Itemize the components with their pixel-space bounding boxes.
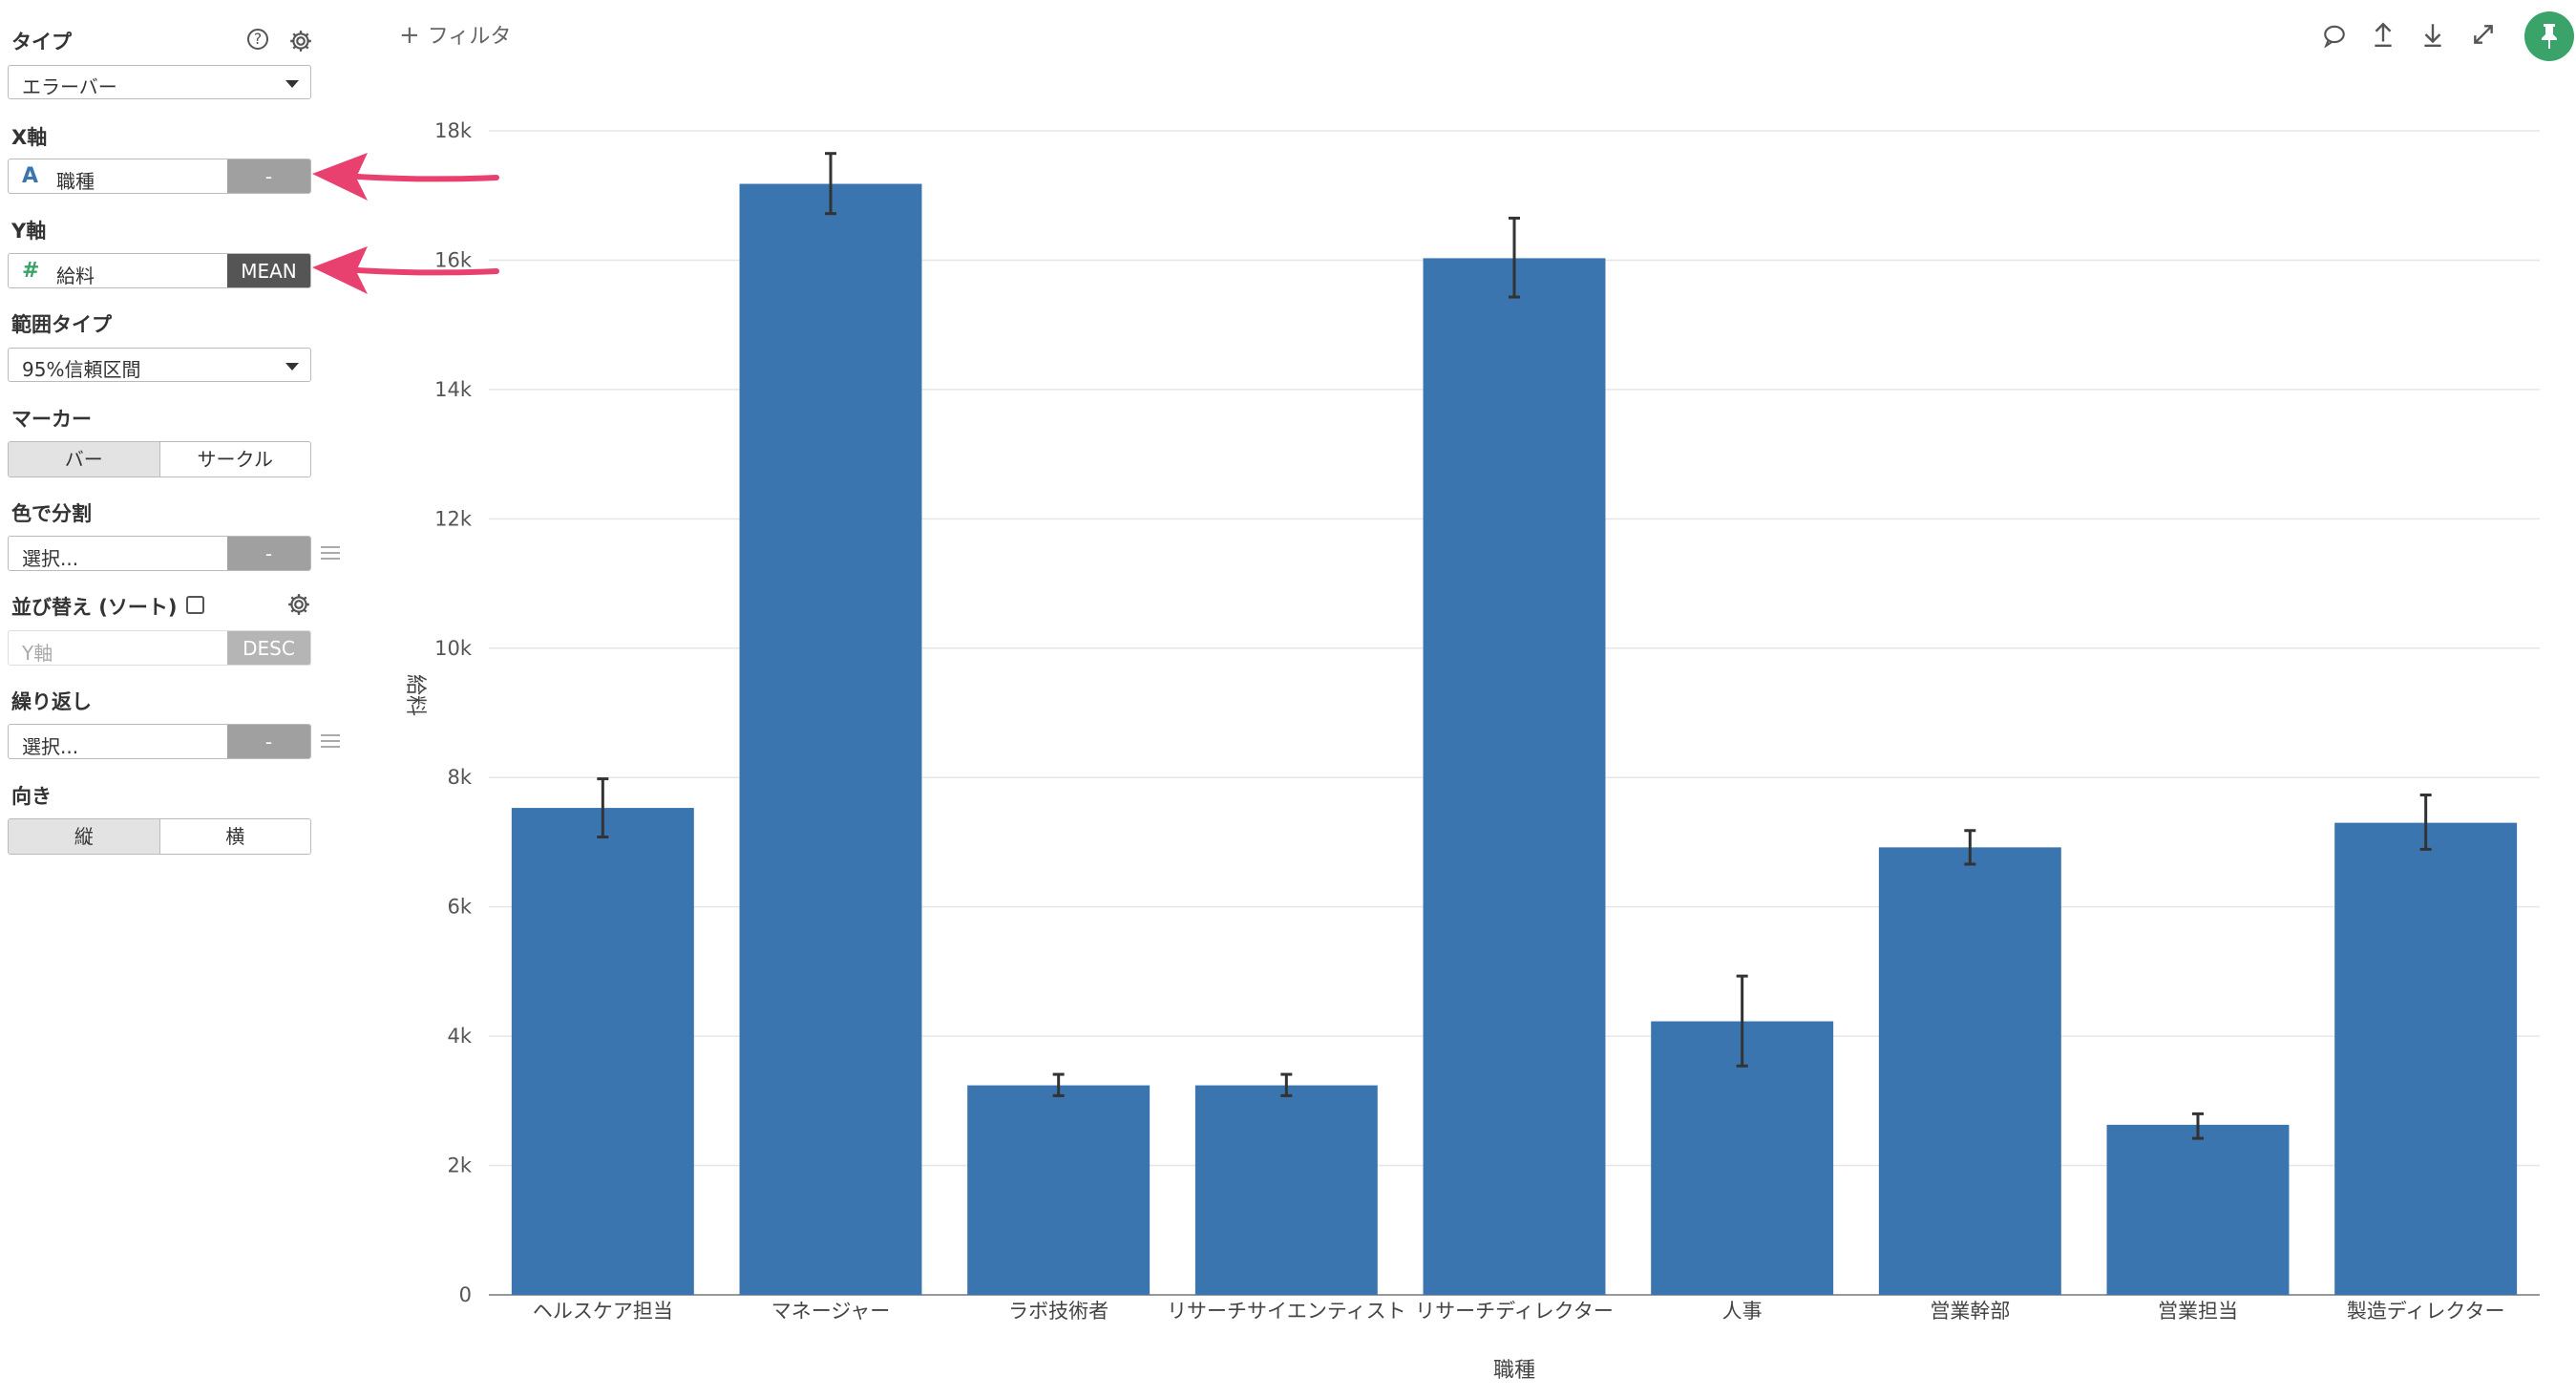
x-tick-label: 営業幹部 xyxy=(1930,1300,2010,1323)
number-type-icon: # xyxy=(22,259,40,283)
type-select[interactable]: エラーバー xyxy=(8,65,311,99)
bar xyxy=(2106,1124,2290,1295)
color-split-aggregation-button[interactable]: - xyxy=(227,537,310,570)
y-tick-label: 14k xyxy=(434,378,473,401)
range-type-label: 範囲タイプ xyxy=(11,313,112,336)
y-tick-label: 18k xyxy=(434,119,473,142)
sort-checkbox[interactable] xyxy=(186,596,204,614)
comment-icon[interactable] xyxy=(2322,23,2347,48)
x-axis-title: 職種 xyxy=(1493,1359,1535,1383)
text-type-icon: A xyxy=(22,164,39,188)
y-tick-label: 10k xyxy=(434,637,473,660)
y-tick-label: 2k xyxy=(447,1154,472,1177)
marker-circle-option[interactable]: サークル xyxy=(197,448,273,471)
y-tick-label: 0 xyxy=(459,1283,472,1306)
sort-field-placeholder: Y軸 xyxy=(22,642,53,665)
repeat-label: 繰り返し xyxy=(11,690,92,713)
bar xyxy=(1878,847,2061,1295)
hamburger-icon[interactable] xyxy=(321,542,340,563)
y-tick-label: 8k xyxy=(447,766,472,789)
sort-field[interactable]: Y軸 DESC xyxy=(8,630,311,666)
x-tick-label: 営業担当 xyxy=(2158,1300,2238,1323)
caret-down-icon xyxy=(285,363,299,371)
help-icon[interactable]: ? xyxy=(247,29,268,50)
marker-label: マーカー xyxy=(11,408,92,431)
x-axis-label: X軸 xyxy=(11,126,48,149)
y-axis-title: 給料 xyxy=(403,674,427,716)
y-axis-aggregation-button[interactable]: MEAN xyxy=(227,254,310,287)
upload-icon[interactable] xyxy=(2371,21,2396,48)
bar xyxy=(2334,822,2518,1295)
y-axis-field[interactable]: # 給料 MEAN xyxy=(8,253,311,288)
x-tick-label: リサーチディレクター xyxy=(1415,1300,1614,1323)
repeat-aggregation-button[interactable]: - xyxy=(227,725,310,758)
x-tick-label: 人事 xyxy=(1722,1300,1763,1323)
bar xyxy=(739,183,922,1295)
settings-sidebar: タイプ ? エラーバー X軸 A 職種 - Y軸 # 給料 MEAN 範囲タイプ… xyxy=(0,0,499,1398)
y-tick-label: 12k xyxy=(434,507,473,530)
bar xyxy=(967,1085,1151,1295)
x-tick-label: ラボ技術者 xyxy=(1008,1300,1109,1323)
caret-down-icon xyxy=(285,80,299,88)
orientation-vertical-option[interactable]: 縦 xyxy=(9,819,160,854)
expand-icon[interactable] xyxy=(2471,22,2496,47)
x-tick-label: マネージャー xyxy=(771,1300,891,1323)
y-tick-label: 4k xyxy=(447,1025,472,1048)
x-axis-field[interactable]: A 職種 - xyxy=(8,159,311,194)
x-tick-label: リサーチサイエンティスト xyxy=(1167,1300,1406,1323)
filter-label: フィルタ xyxy=(427,25,512,49)
annotation-arrow-y xyxy=(312,246,499,294)
bar xyxy=(1194,1085,1378,1295)
sort-gear-icon[interactable] xyxy=(286,592,311,617)
x-axis-aggregation-button[interactable]: - xyxy=(227,159,310,193)
annotation-arrow-x xyxy=(312,153,499,201)
color-split-placeholder: 選択... xyxy=(22,547,79,570)
color-split-label: 色で分割 xyxy=(11,502,92,525)
gear-icon[interactable] xyxy=(288,29,313,53)
x-tick-label: ヘルスケア担当 xyxy=(533,1300,673,1323)
type-label: タイプ xyxy=(11,31,72,53)
x-axis-field-name: 職種 xyxy=(56,170,95,193)
y-tick-label: 16k xyxy=(434,248,473,271)
bar xyxy=(511,808,694,1295)
x-tick-label: 製造ディレクター xyxy=(2347,1300,2505,1323)
y-axis-label: Y軸 xyxy=(11,220,47,243)
sort-label: 並び替え (ソート) xyxy=(11,596,178,619)
bar xyxy=(1423,258,1606,1295)
add-filter-button[interactable]: + フィルタ xyxy=(399,19,511,50)
repeat-field[interactable]: 選択... - xyxy=(8,724,311,759)
range-type-select[interactable]: 95%信頼区間 xyxy=(8,348,311,382)
plus-icon: + xyxy=(399,21,420,50)
range-type-value: 95%信頼区間 xyxy=(22,358,141,381)
pin-icon[interactable] xyxy=(2524,11,2574,61)
hamburger-icon[interactable] xyxy=(321,731,340,752)
download-icon[interactable] xyxy=(2420,21,2445,48)
marker-bar-option[interactable]: バー xyxy=(9,442,160,477)
color-split-field[interactable]: 選択... - xyxy=(8,536,311,571)
y-tick-label: 6k xyxy=(447,896,472,919)
y-axis-field-name: 給料 xyxy=(56,265,95,287)
orientation-label: 向き xyxy=(11,785,52,808)
orientation-horizontal-option[interactable]: 横 xyxy=(225,825,245,848)
orientation-toggle: 縦 横 xyxy=(8,818,311,855)
type-select-value: エラーバー xyxy=(22,75,117,98)
marker-toggle: バー サークル xyxy=(8,441,311,477)
repeat-placeholder: 選択... xyxy=(22,735,79,758)
sort-order-button[interactable]: DESC xyxy=(227,631,310,665)
